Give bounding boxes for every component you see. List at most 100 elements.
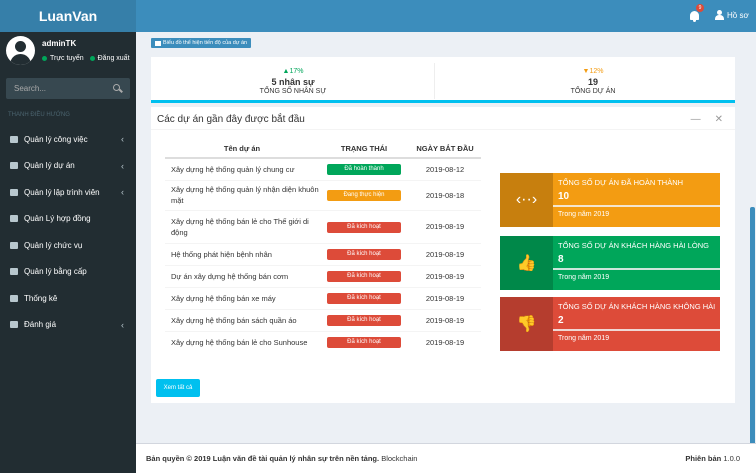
footer-version: Phiên bản 1.0.0 <box>685 454 740 463</box>
table-header-row: Tên dự án TRẠNG THÁI NGÀY BẮT ĐẦU <box>165 140 481 159</box>
menu-header: THANH ĐIỀU HƯỚNG <box>8 112 70 118</box>
start-date: 2019-08-19 <box>409 209 481 243</box>
info-box-title: TỔNG SỐ DỰ ÁN ĐÃ HOÀN THÀNH <box>558 178 684 187</box>
start-date: 2019-08-19 <box>409 286 481 309</box>
sidebar-item-label: Quản lý bằng cấp <box>24 267 87 277</box>
table-row: Xây dựng hệ thống quản lý nhận diện khuô… <box>165 179 481 210</box>
column-header: TRẠNG THÁI <box>319 140 409 159</box>
status-cell: Đã kích hoạt <box>319 209 409 243</box>
project-name[interactable]: Xây dựng hệ thống bán sách quần áo <box>165 308 319 331</box>
status-badge: Đã hoàn thành <box>327 164 401 176</box>
sidebar-item-degrees[interactable]: Quản lý bằng cấp <box>0 259 136 286</box>
logout-link[interactable]: Đăng xuất <box>97 55 130 62</box>
table-row: Xây dựng hệ thống bán xe máy Đã kích hoạt… <box>165 286 481 309</box>
book-icon <box>10 268 18 276</box>
stat-projects: ▼12% 19 TỔNG DỰ ÁN <box>451 68 735 95</box>
id-card-icon <box>10 241 18 249</box>
copyright-tech[interactable]: Blockchain <box>381 454 418 463</box>
status-badge: Đã kích hoạt <box>327 315 401 326</box>
info-box-title: TỔNG SỐ DỰ ÁN KHÁCH HÀNG KHÔNG HÀI ... <box>558 302 718 311</box>
project-name[interactable]: Xây dựng hệ thống quản lý nhận diện khuô… <box>165 179 319 210</box>
version-label: Phiên bản <box>685 454 722 463</box>
copyright-text: Bản quyền © 2019 Luận văn đề tài quản lý… <box>146 454 380 463</box>
status-cell: Đã kích hoạt <box>319 242 409 265</box>
chevron-left-icon: ‹ <box>121 134 124 145</box>
status-cell: Đã kích hoạt <box>319 308 409 331</box>
project-name[interactable]: Hệ thống phát hiện bệnh nhân <box>165 242 319 265</box>
user-name: adminTK <box>42 39 77 48</box>
sidebar-item-reviews[interactable]: Đánh giá ‹ <box>0 312 136 339</box>
sidebar-item-tasks[interactable]: Quản lý công việc ‹ <box>0 126 136 153</box>
profile-link[interactable]: Hồ sơ <box>715 10 749 20</box>
status-cell: Đã kích hoạt <box>319 330 409 353</box>
sidebar-item-projects[interactable]: Quản lý dự án ‹ <box>0 153 136 180</box>
info-box-desc: Trong năm 2019 <box>558 274 610 281</box>
recent-projects-box: Các dự án gần đây được bắt đầu — ✕ Tên d… <box>151 107 735 403</box>
start-date: 2019-08-19 <box>409 264 481 287</box>
project-name[interactable]: Xây dựng hệ thống bán lẻ cho Thế giới di… <box>165 209 319 243</box>
box-tools: — ✕ <box>691 114 723 125</box>
start-date: 2019-08-19 <box>409 330 481 353</box>
thumbs-down-icon: 👎 <box>500 297 553 351</box>
scrollbar[interactable] <box>750 207 755 473</box>
notification-badge: 9 <box>696 4 704 12</box>
chevron-left-icon: ‹ <box>121 187 124 198</box>
box-title: Các dự án gần đây được bắt đầu <box>157 114 305 125</box>
info-box-progress <box>553 205 720 207</box>
sidebar-item-label: Quản lý chức vụ <box>24 240 83 250</box>
progress-chart-button[interactable]: Biểu đồ thể hiện tiến độ của dự án <box>151 38 252 48</box>
user-status: Trực tuyến Đăng xuất <box>42 55 130 62</box>
info-box-number: 10 <box>558 191 570 202</box>
edit-icon <box>10 321 18 329</box>
close-icon[interactable]: ✕ <box>714 114 723 125</box>
status-cell: Đang thực hiện <box>319 179 409 210</box>
sidebar-item-developers[interactable]: Quản lý lập trình viên ‹ <box>0 179 136 206</box>
search-icon[interactable] <box>113 84 123 93</box>
start-date: 2019-08-18 <box>409 179 481 210</box>
app-logo[interactable]: LuanVan <box>0 0 136 32</box>
collapse-icon[interactable]: — <box>690 114 701 125</box>
table-row: Xây dựng hệ thống quản lý chung cư Đã hoà… <box>165 157 481 180</box>
stat-label: TỔNG DỰ ÁN <box>570 88 616 95</box>
projects-table: Tên dự án TRẠNG THÁI NGÀY BẮT ĐẦU Xây dự… <box>165 140 481 353</box>
project-name[interactable]: Dự án xây dựng hệ thống bán cơm <box>165 264 319 287</box>
column-header: Tên dự án <box>165 140 319 159</box>
info-box-progress <box>553 329 720 331</box>
start-date: 2019-08-12 <box>409 157 481 180</box>
footer: Bản quyền © 2019 Luận văn đề tài quản lý… <box>136 443 756 473</box>
table-row: Xây dựng hệ thống bán lẻ cho Thế giới di… <box>165 209 481 243</box>
column-header: NGÀY BẮT ĐẦU <box>409 140 481 159</box>
info-box-number: 2 <box>558 315 564 326</box>
project-name[interactable]: Xây dựng hệ thống quản lý chung cư <box>165 157 319 180</box>
code-icon: ‹··› <box>500 173 553 227</box>
sidebar-item-statistics[interactable]: Thống kê <box>0 285 136 312</box>
search-input[interactable]: Search... <box>6 78 130 99</box>
status-cell: Đã kích hoạt <box>319 264 409 287</box>
sidebar-item-positions[interactable]: Quản lý chức vụ <box>0 232 136 259</box>
info-box-desc: Trong năm 2019 <box>558 335 610 342</box>
status-badge: Đã kích hoạt <box>327 293 401 304</box>
bell-icon[interactable] <box>689 10 701 22</box>
sidebar-menu: Quản lý công việc ‹ Quản lý dự án ‹ Quản l… <box>0 126 136 338</box>
chevron-left-icon: ‹ <box>121 160 124 171</box>
sidebar-item-label: Quản lý dự án <box>24 161 75 171</box>
status-badge: Đã kích hoạt <box>327 249 401 260</box>
user-online-label: Trực tuyến <box>50 55 84 62</box>
info-box-progress <box>553 268 720 270</box>
info-box-desc: Trong năm 2019 <box>558 211 610 218</box>
status-cell: Đã hoàn thành <box>319 157 409 180</box>
project-name[interactable]: Xây dựng hệ thống bán lẻ cho Sunhouse <box>165 330 319 353</box>
sidebar-item-contracts[interactable]: Quản Lý hợp đồng <box>0 206 136 233</box>
project-name[interactable]: Xây dựng hệ thống bán xe máy <box>165 286 319 309</box>
view-all-button[interactable]: Xem tất cả <box>156 379 200 397</box>
status-badge: Đã kích hoạt <box>327 337 401 349</box>
sidebar-item-label: Quản Lý hợp đồng <box>24 214 91 224</box>
chart-icon <box>155 40 161 46</box>
info-box-satisfied: 👍 TỔNG SỐ DỰ ÁN KHÁCH HÀNG HÀI LÒNG 8 Tr… <box>500 236 720 290</box>
status-badge: Đã kích hoạt <box>327 271 401 282</box>
sidebar: LuanVan adminTK Trực tuyến Đăng xuất Sea… <box>0 0 136 473</box>
stat-label: TỔNG SỐ NHÂN SỰ <box>259 88 327 95</box>
start-date: 2019-08-19 <box>409 242 481 265</box>
stat-staff: ▲17% 5 nhân sự TỔNG SỐ NHÂN SỰ <box>151 68 435 95</box>
status-badge: Đang thực hiện <box>327 190 401 201</box>
